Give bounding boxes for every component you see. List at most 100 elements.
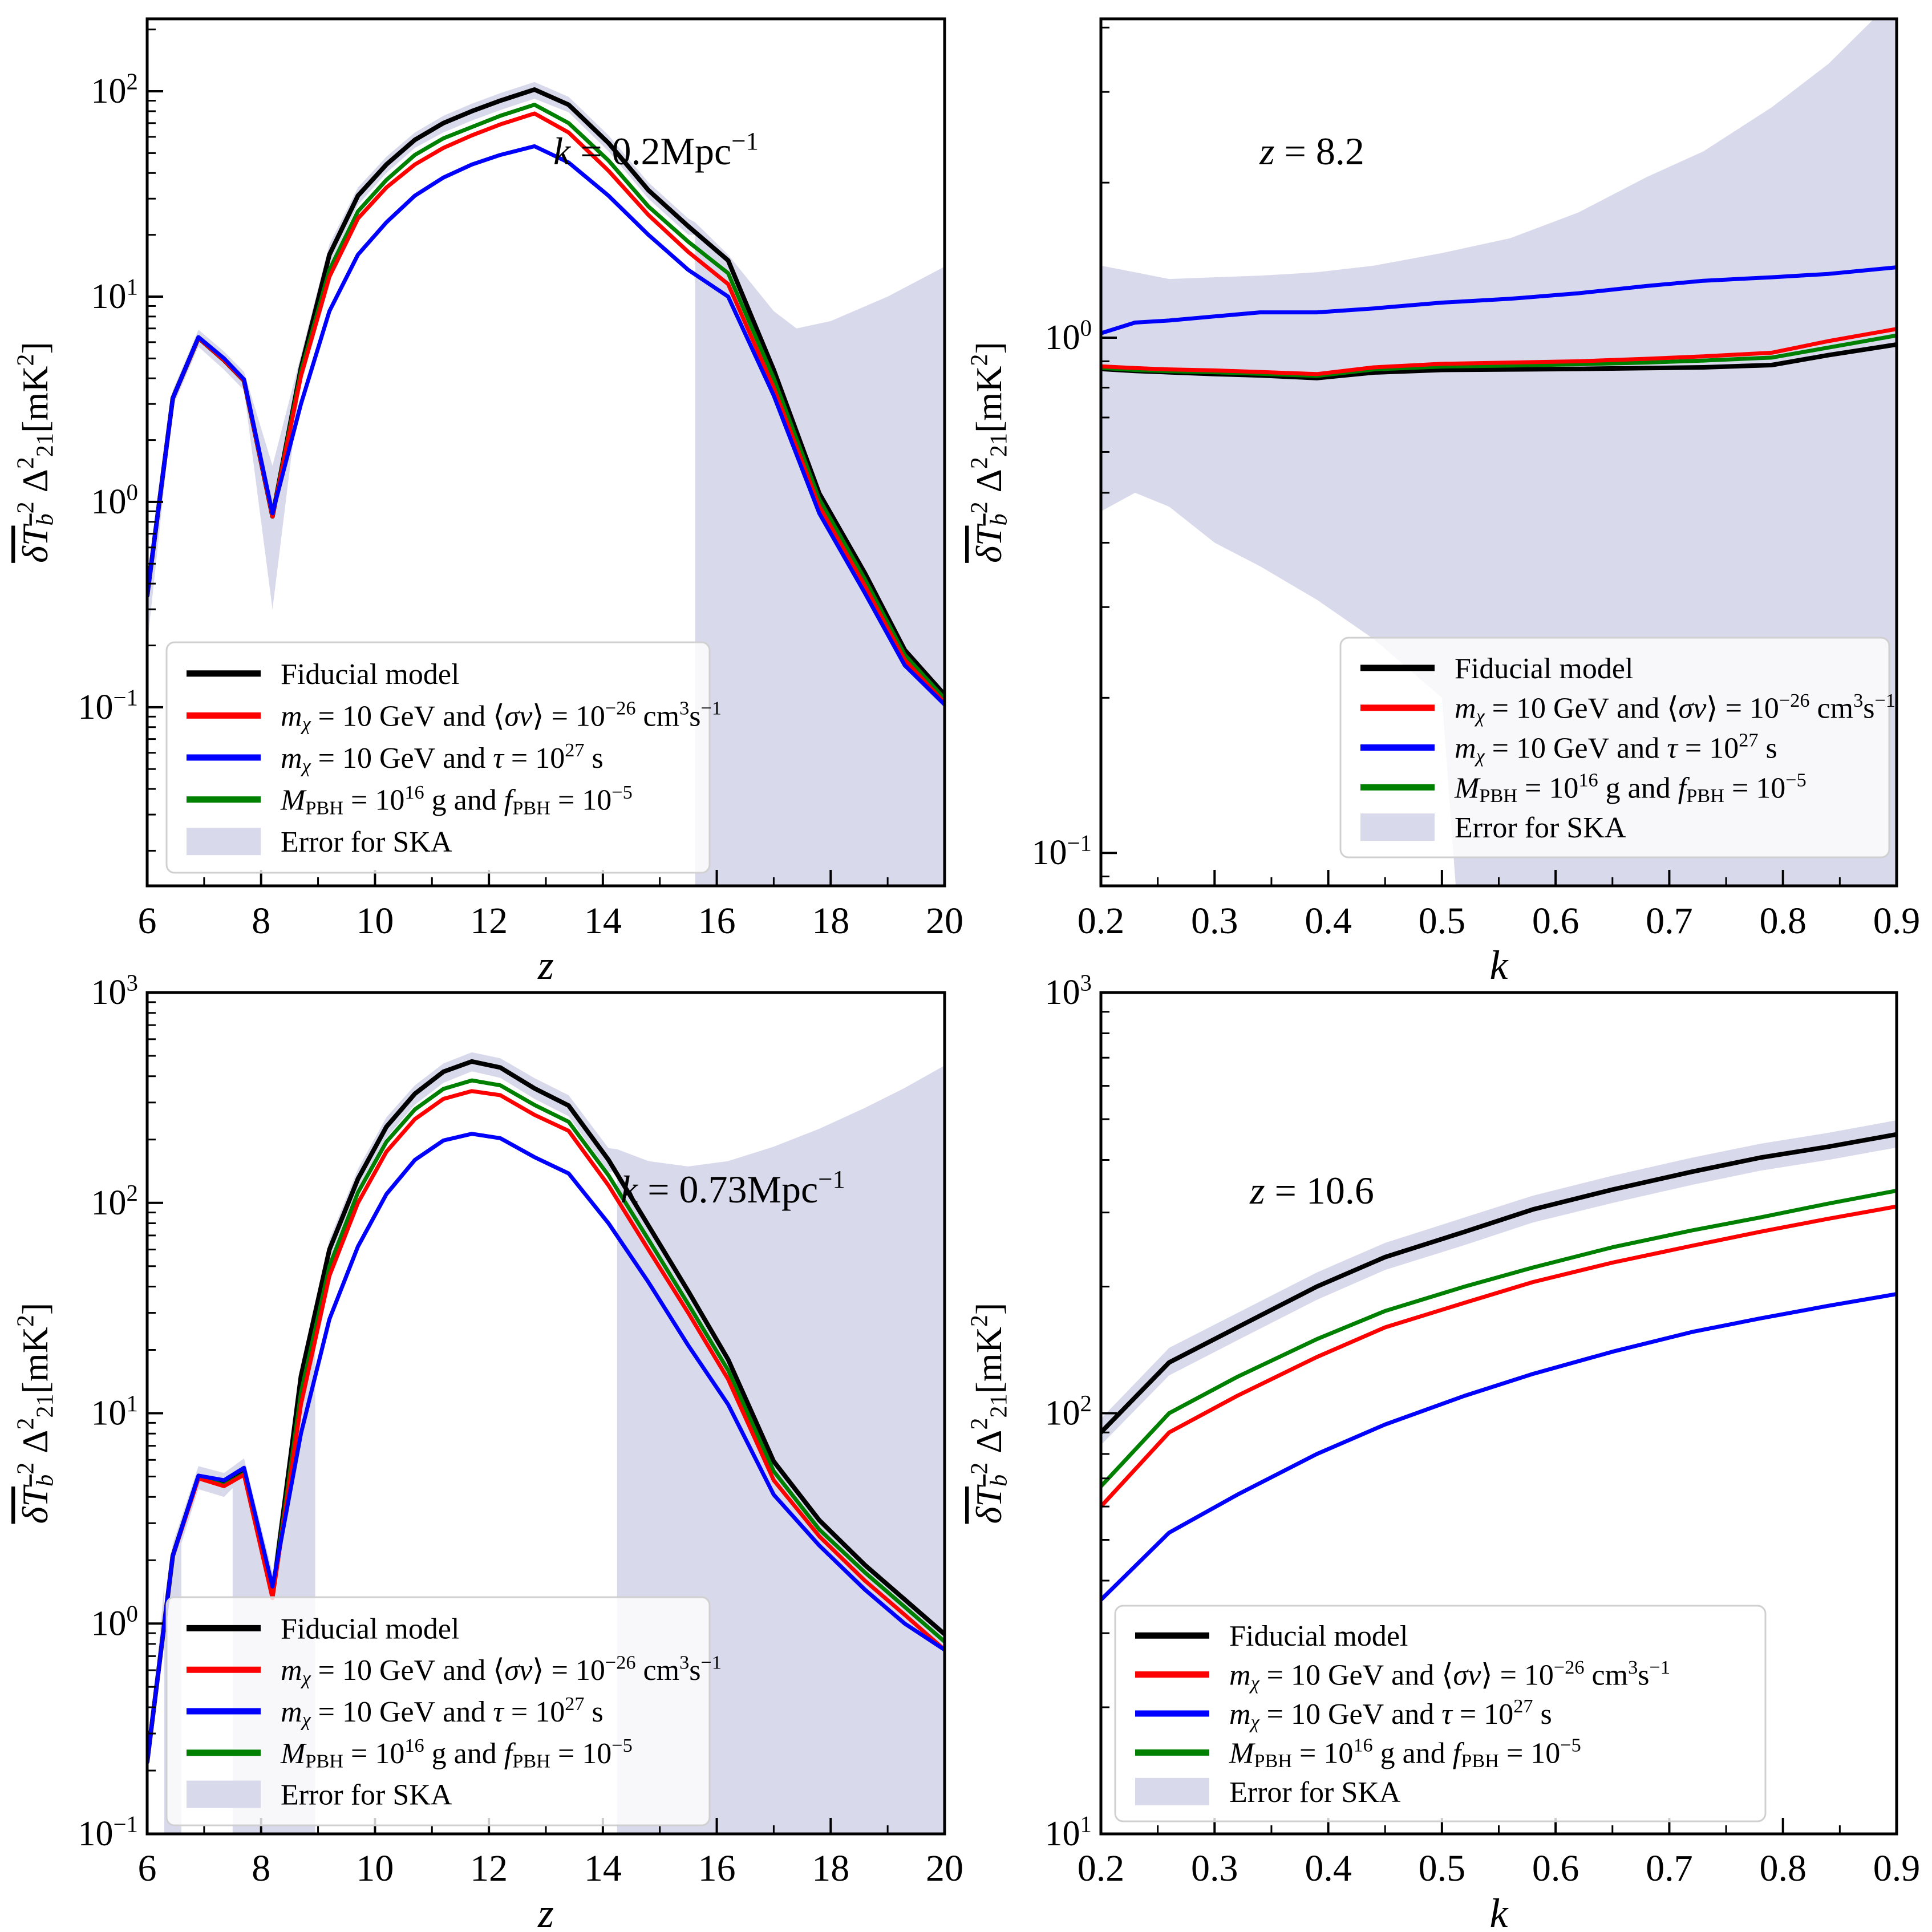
panel-annotation: k = 0.2Mpc−1 [553,127,759,173]
series-dm-decay-line [147,144,945,707]
y-axis-label: δTb2 Δ221[mK2] [13,1303,59,1524]
legend-label-fiducial: Fiducial model [1455,653,1633,685]
series-dm-decay-line [1101,1292,1897,1602]
x-tick-labels: 0.2 0.3 0.4 0.5 0.6 0.7 0.8 0.9 [1078,900,1921,942]
series-dm-decay-line [147,1132,945,1764]
legend-label-dm-annihilation: mχ = 10 GeV and ⟨σv⟩ = 10−26 cm3s−1 [1229,1656,1670,1694]
x-axis-label: k [1490,1890,1509,1932]
legend-label-fiducial: Fiducial model [281,658,459,691]
legend-item-pbh: MPBH = 1016 g and fPBH = 10−5 [1360,769,1807,807]
legend: Fiducial model mχ = 10 GeV and ⟨σv⟩ = 10−… [1114,1605,1767,1822]
legend-swatch-ska-error [1360,813,1435,841]
legend-label-ska-error: Error for SKA [1455,812,1626,844]
legend-label-fiducial: Fiducial model [281,1613,459,1645]
svg-text:100: 100 [1045,315,1092,357]
svg-text:0.5: 0.5 [1419,1848,1466,1889]
legend: Fiducial model mχ = 10 GeV and ⟨σv⟩ = 10−… [165,641,722,874]
legend-item-dm-annihilation: mχ = 10 GeV and ⟨σv⟩ = 10−26 cm3s−1 [1360,690,1895,727]
legend: Fiducial model mχ = 10 GeV and ⟨σv⟩ = 10−… [1339,637,1895,858]
legend-item-ska-error: Error for SKA [1360,812,1626,844]
legend-item-dm-annihilation: mχ = 10 GeV and ⟨σv⟩ = 10−26 cm3s−1 [187,698,722,735]
legend-item-pbh: MPBH = 1016 g and fPBH = 10−5 [1135,1735,1581,1772]
svg-text:6: 6 [138,1848,157,1889]
svg-text:20: 20 [926,900,963,942]
svg-text:8: 8 [252,900,270,942]
legend-item-dm-decay: mχ = 10 GeV and τ = 1027 s [187,739,604,777]
svg-text:0.3: 0.3 [1191,900,1238,942]
ticks [1100,26,1898,886]
legend-item-dm-decay: mχ = 10 GeV and τ = 1027 s [1360,730,1777,767]
legend-item-dm-annihilation: mχ = 10 GeV and ⟨σv⟩ = 10−26 cm3s−1 [187,1651,722,1689]
error-band [147,82,945,886]
legend-item-fiducial: Fiducial model [1135,1620,1408,1652]
svg-text:14: 14 [584,1848,622,1889]
legend-label-dm-annihilation: mχ = 10 GeV and ⟨σv⟩ = 10−26 cm3s−1 [1455,690,1895,727]
series-dm-annihilation-line [1101,1204,1897,1509]
x-axis-label: k [1490,942,1509,988]
legend-swatch-ska-error [187,828,261,856]
y-axis-label: δTb2 Δ221[mK2] [966,1303,1012,1524]
svg-text:103: 103 [91,970,138,1012]
svg-text:0.7: 0.7 [1646,1848,1693,1889]
svg-text:0.5: 0.5 [1419,900,1466,942]
panel-bottom-left: 6 8 10 12 14 16 18 20 10−1 100 101 102 103 k = 0.73Mp… [13,970,963,1932]
svg-text:20: 20 [926,1848,963,1889]
series-fiducial-line [1101,1132,1897,1435]
svg-text:100: 100 [91,1601,138,1643]
svg-text:0.9: 0.9 [1873,900,1921,942]
panel-top-left: 6 8 10 12 14 16 18 20 10−1 100 101 102 k = 0.2Mpc−1 z… [13,17,964,988]
panel-top-right: 0.2 0.3 0.4 0.5 0.6 0.7 0.8 0.9 10−1 100 z = 8.2 k δ… [966,17,1921,988]
x-tick-labels: 6 8 10 12 14 16 18 20 [138,900,964,942]
svg-text:0.6: 0.6 [1532,900,1579,942]
svg-text:0.2: 0.2 [1078,900,1125,942]
svg-text:10: 10 [356,1848,394,1889]
legend-label-dm-annihilation: mχ = 10 GeV and ⟨σv⟩ = 10−26 cm3s−1 [281,1651,722,1689]
legend-label-pbh: MPBH = 1016 g and fPBH = 10−5 [280,1735,633,1772]
ticks [146,29,946,886]
svg-text:0.8: 0.8 [1759,1848,1807,1889]
svg-text:16: 16 [698,900,736,942]
series-dm-decay-line [1101,265,1897,335]
svg-text:102: 102 [91,1180,138,1222]
legend-item-ska-error: Error for SKA [187,1779,452,1812]
panel-annotation: z = 8.2 [1259,129,1364,173]
x-tick-labels: 0.2 0.3 0.4 0.5 0.6 0.7 0.8 0.9 [1078,1848,1921,1889]
y-tick-labels: 10−1 100 101 102 103 [78,970,138,1853]
svg-text:16: 16 [698,1848,736,1889]
x-tick-labels: 6 8 10 12 14 16 18 20 [138,1848,964,1889]
svg-text:101: 101 [1045,1811,1092,1853]
legend-label-dm-annihilation: mχ = 10 GeV and ⟨σv⟩ = 10−26 cm3s−1 [281,698,722,735]
panel-bottom-right: 0.2 0.3 0.4 0.5 0.6 0.7 0.8 0.9 101 102 103 z = 10.… [966,970,1921,1932]
svg-text:0.8: 0.8 [1759,900,1807,942]
svg-text:8: 8 [252,1848,270,1889]
svg-text:102: 102 [1045,1391,1092,1433]
panel-annotation: k = 0.73Mpc−1 [621,1165,845,1211]
legend-item-ska-error: Error for SKA [1135,1776,1401,1809]
svg-text:12: 12 [470,900,508,942]
legend-item-ska-error: Error for SKA [187,826,452,858]
svg-text:6: 6 [138,900,157,942]
svg-text:12: 12 [470,1848,508,1889]
svg-text:0.4: 0.4 [1305,900,1352,942]
legend-label-dm-decay: mχ = 10 GeV and τ = 1027 s [281,1693,604,1731]
y-axis-label: δTb2 Δ221[mK2] [13,342,59,563]
panel-annotation: z = 10.6 [1249,1169,1374,1212]
svg-text:0.7: 0.7 [1646,900,1693,942]
legend-label-pbh: MPBH = 1016 g and fPBH = 10−5 [280,781,633,819]
svg-text:100: 100 [91,479,138,521]
legend-item-pbh: MPBH = 1016 g and fPBH = 10−5 [187,781,633,819]
legend-label-ska-error: Error for SKA [1229,1776,1401,1809]
y-tick-labels: 101 102 103 [1045,970,1092,1853]
svg-text:10−1: 10−1 [1031,831,1092,873]
svg-text:14: 14 [584,900,622,942]
legend-swatch-ska-error [1135,1777,1209,1805]
legend-label-ska-error: Error for SKA [281,826,452,858]
legend-label-dm-decay: mχ = 10 GeV and τ = 1027 s [1455,730,1777,767]
svg-text:0.9: 0.9 [1873,1848,1921,1889]
svg-text:10−1: 10−1 [78,1811,138,1853]
legend-item-dm-decay: mχ = 10 GeV and τ = 1027 s [187,1693,604,1731]
legend-item-fiducial: Fiducial model [1360,653,1633,685]
ticks [1100,991,1898,1835]
legend-swatch-ska-error [187,1780,261,1808]
